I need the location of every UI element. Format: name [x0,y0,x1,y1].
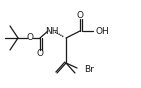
Text: O: O [37,49,44,58]
Text: NH: NH [45,26,59,35]
Text: O: O [27,34,34,43]
Text: OH: OH [96,26,110,35]
Text: Br: Br [84,65,94,75]
Text: O: O [77,11,83,20]
